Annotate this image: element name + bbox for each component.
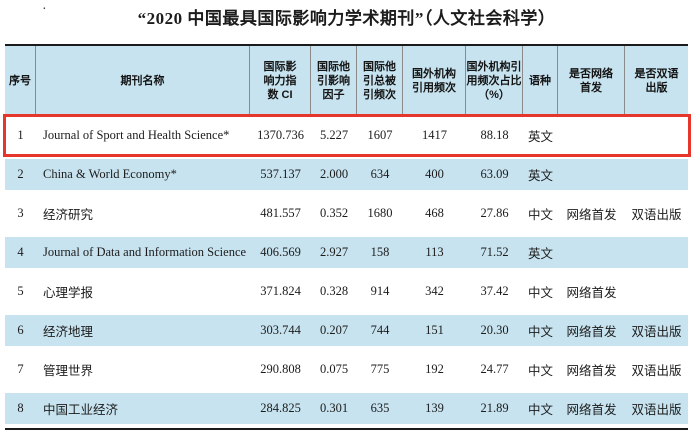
column-header-index: 序号 [5, 46, 36, 116]
cell-foreign-cites: 468 [425, 206, 444, 220]
column-header-name: 期刊名称 [36, 46, 250, 116]
cell-total-cites: 775 [370, 362, 390, 376]
column-header-ci: 国际影 响力指 数 CI [250, 46, 311, 116]
cell-rank: 3 [17, 206, 24, 220]
table-row: 3 经济研究 481.557 0.352 1680 468 27.86 中文 网… [5, 194, 688, 233]
cell-language: 中文 [527, 208, 553, 222]
cell-impact-factor: 0.328 [319, 284, 349, 298]
cell-rank: 1 [17, 128, 24, 142]
cell-total-cites: 158 [370, 245, 390, 259]
cell-foreign-cites: 342 [425, 284, 444, 298]
cell-foreign-cite-percent: 63.09 [480, 167, 509, 181]
column-header-foreign_cites: 国外机构 引用频次 [403, 46, 466, 116]
journal-ranking-table: 序号 期刊名称 国际影 响力指 数 CI 国际他 引影响 因子 国际他 引总被 引频次国… [3, 44, 691, 430]
cell-foreign-cites: 139 [425, 401, 444, 415]
page-title: “2020 中国最具国际影响力学术期刊”（人文社会科学） [137, 9, 556, 28]
cell-total-cites: 634 [370, 167, 390, 181]
cell-journal-name: China & World Economy* [43, 167, 177, 181]
cell-online-first: 网络首发 [566, 403, 617, 417]
cell-impact-factor: 0.301 [319, 401, 349, 415]
cell-bilingual-publishing: 双语出版 [631, 325, 682, 339]
cell-language: 中文 [527, 325, 553, 339]
cell-bilingual-publishing: 双语出版 [631, 208, 682, 222]
column-header-impact_factor: 国际他 引影响 因子 [311, 46, 357, 116]
cell-journal-name: Journal of Sport and Health Science* [43, 128, 230, 142]
cell-online-first: 网络首发 [566, 325, 617, 339]
cell-total-cites: 1680 [367, 206, 393, 220]
cell-language: 英文 [527, 130, 553, 144]
cell-journal-name: 经济地理 [43, 325, 94, 339]
cell-ci-index: 284.825 [260, 401, 301, 415]
cell-language: 中文 [527, 286, 553, 300]
cell-ci-index: 481.557 [260, 206, 301, 220]
cell-language: 英文 [527, 247, 553, 261]
cell-rank: 5 [17, 284, 24, 298]
cell-foreign-cite-percent: 21.89 [480, 401, 509, 415]
cell-foreign-cites: 1417 [422, 128, 447, 142]
table-row: 1 Journal of Sport and Health Science* 1… [3, 114, 691, 157]
cell-online-first: 网络首发 [566, 286, 617, 300]
cell-journal-name: 经济研究 [43, 208, 94, 222]
cell-ci-index: 537.137 [260, 167, 301, 181]
table-row: 4 Journal of Data and Information Scienc… [5, 233, 688, 272]
cell-ci-index: 371.824 [260, 284, 301, 298]
cell-rank: 7 [17, 362, 24, 376]
table-row: 2 China & World Economy* 537.137 2.000 6… [5, 155, 688, 194]
cell-language: 英文 [527, 169, 553, 183]
cell-total-cites: 635 [370, 401, 390, 415]
cell-rank: 8 [17, 401, 24, 415]
cell-rank: 6 [17, 323, 24, 337]
cell-total-cites: 744 [370, 323, 390, 337]
cell-foreign-cite-percent: 24.77 [480, 362, 509, 376]
cell-total-cites: 914 [370, 284, 390, 298]
cell-impact-factor: 0.352 [319, 206, 349, 220]
cell-impact-factor: 0.207 [319, 323, 349, 337]
cell-impact-factor: 2.927 [319, 245, 349, 259]
table-body: 1 Journal of Sport and Health Science* 1… [3, 114, 691, 428]
cell-rank: 4 [17, 245, 24, 259]
table-row: 7 管理世界 290.808 0.075 775 192 24.77 中文 网络… [5, 350, 688, 389]
cell-foreign-cite-percent: 37.42 [480, 284, 509, 298]
table-row: 5 心理学报 371.824 0.328 914 342 37.42 中文 网络… [5, 272, 688, 311]
cell-bilingual-publishing: 双语出版 [631, 364, 682, 378]
cell-impact-factor: 0.075 [319, 362, 349, 376]
cell-journal-name: 管理世界 [43, 364, 94, 378]
cell-journal-name: Journal of Data and Information Science [43, 245, 247, 259]
table-row: 8 中国工业经济 284.825 0.301 635 139 21.89 中文 … [5, 389, 688, 428]
cell-foreign-cite-percent: 27.86 [480, 206, 509, 220]
cell-journal-name: 中国工业经济 [43, 403, 119, 417]
column-header-foreign_pct: 国外机构引 用频次占比 （%） [466, 46, 523, 116]
cell-foreign-cite-percent: 88.18 [480, 128, 509, 142]
cell-language: 中文 [527, 403, 553, 417]
column-header-total_cites: 国际他 引总被 引频次 [357, 46, 403, 116]
table-row: 6 经济地理 303.744 0.207 744 151 20.30 中文 网络… [5, 311, 688, 350]
cell-journal-name: 心理学报 [43, 286, 94, 300]
column-header-language: 语种 [523, 46, 558, 116]
cell-language: 中文 [527, 364, 553, 378]
cell-ci-index: 1370.736 [257, 128, 304, 142]
cell-rank: 2 [17, 167, 24, 181]
table-header-row: 序号 期刊名称 国际影 响力指 数 CI 国际他 引影响 因子 国际他 引总被 引频次国… [5, 46, 688, 116]
cell-foreign-cite-percent: 71.52 [480, 245, 509, 259]
stray-dot-mark: · [42, 2, 47, 17]
cell-impact-factor: 5.227 [319, 128, 349, 142]
cell-foreign-cites: 113 [425, 245, 444, 259]
cell-ci-index: 290.808 [260, 362, 301, 376]
cell-impact-factor: 2.000 [319, 167, 349, 181]
cell-foreign-cites: 400 [425, 167, 444, 181]
cell-foreign-cite-percent: 20.30 [480, 323, 509, 337]
cell-bilingual-publishing: 双语出版 [631, 403, 682, 417]
cell-online-first: 网络首发 [566, 208, 617, 222]
cell-foreign-cites: 192 [425, 362, 444, 376]
cell-ci-index: 406.569 [260, 245, 301, 259]
cell-online-first: 网络首发 [566, 364, 617, 378]
column-header-online_first: 是否网络 首发 [558, 46, 625, 116]
cell-foreign-cites: 151 [425, 323, 444, 337]
cell-ci-index: 303.744 [260, 323, 301, 337]
cell-total-cites: 1607 [367, 128, 393, 142]
column-header-bilingual: 是否双语 出版 [634, 67, 679, 94]
